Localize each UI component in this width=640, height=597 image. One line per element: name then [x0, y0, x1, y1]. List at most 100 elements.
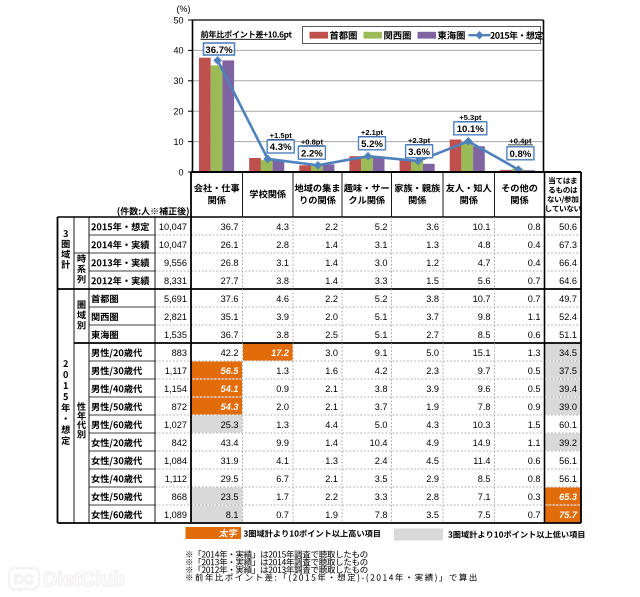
- svg-text:11.4: 11.4: [473, 456, 490, 466]
- svg-text:4.7: 4.7: [478, 258, 491, 268]
- svg-text:4.9: 4.9: [426, 438, 439, 448]
- svg-text:4.4: 4.4: [325, 420, 338, 430]
- svg-text:2.0: 2.0: [276, 402, 289, 412]
- svg-text:17.2: 17.2: [271, 348, 290, 358]
- svg-text:10.3: 10.3: [473, 420, 491, 430]
- svg-text:15.1: 15.1: [473, 348, 491, 358]
- svg-text:34.5: 34.5: [559, 348, 577, 358]
- svg-text:52.4: 52.4: [559, 312, 577, 322]
- svg-text:3.0: 3.0: [375, 258, 388, 268]
- svg-text:39.0: 39.0: [559, 402, 577, 412]
- svg-text:0.6: 0.6: [528, 330, 541, 340]
- svg-text:1.5: 1.5: [528, 420, 541, 430]
- svg-text:29.5: 29.5: [221, 474, 239, 484]
- svg-text:30: 30: [173, 76, 183, 86]
- svg-text:+1.5pt: +1.5pt: [270, 131, 293, 140]
- svg-text:4.6: 4.6: [276, 294, 289, 304]
- svg-text:4.3: 4.3: [276, 222, 289, 232]
- svg-text:1.3: 1.3: [325, 456, 338, 466]
- svg-text:+0.4pt: +0.4pt: [509, 137, 532, 146]
- svg-text:4.2: 4.2: [375, 366, 388, 376]
- svg-text:3.8: 3.8: [276, 276, 289, 286]
- svg-text:1,027: 1,027: [164, 420, 187, 430]
- svg-text:3.1: 3.1: [375, 240, 388, 250]
- svg-text:54.3: 54.3: [221, 402, 239, 412]
- svg-text:3.3: 3.3: [375, 492, 388, 502]
- svg-text:1.5: 1.5: [426, 276, 439, 286]
- svg-text:56.5: 56.5: [221, 366, 240, 376]
- svg-text:50.6: 50.6: [559, 222, 577, 232]
- svg-text:43.4: 43.4: [221, 438, 239, 448]
- svg-text:9.6: 9.6: [478, 384, 491, 394]
- svg-text:0.4: 0.4: [528, 258, 541, 268]
- svg-text:37.5: 37.5: [559, 366, 577, 376]
- svg-text:49.7: 49.7: [559, 294, 577, 304]
- svg-text:1.4: 1.4: [325, 276, 338, 286]
- svg-text:51.1: 51.1: [559, 330, 577, 340]
- svg-text:2.2%: 2.2%: [301, 148, 323, 159]
- svg-text:0.4: 0.4: [528, 240, 541, 250]
- svg-text:0.5: 0.5: [528, 366, 541, 376]
- svg-text:1.1: 1.1: [528, 438, 541, 448]
- svg-text:10,047: 10,047: [159, 222, 187, 232]
- svg-text:3.7: 3.7: [426, 312, 439, 322]
- svg-text:0.7: 0.7: [276, 510, 289, 520]
- svg-text:36.7: 36.7: [221, 330, 239, 340]
- svg-text:1.3: 1.3: [528, 348, 541, 358]
- svg-text:0.5: 0.5: [528, 384, 541, 394]
- svg-text:9.9: 9.9: [276, 438, 289, 448]
- svg-text:5.6: 5.6: [478, 276, 491, 286]
- svg-text:1.4: 1.4: [325, 240, 338, 250]
- svg-text:0.9: 0.9: [528, 402, 541, 412]
- svg-text:2.0: 2.0: [325, 312, 338, 322]
- svg-text:27.7: 27.7: [221, 276, 239, 286]
- svg-text:2.8: 2.8: [426, 492, 439, 502]
- svg-text:0.8%: 0.8%: [509, 149, 531, 160]
- svg-text:2.8: 2.8: [276, 240, 289, 250]
- svg-text:42.2: 42.2: [221, 348, 239, 358]
- svg-text:4.8: 4.8: [478, 240, 491, 250]
- svg-text:65.3: 65.3: [559, 492, 577, 502]
- svg-text:1,112: 1,112: [165, 474, 187, 484]
- svg-text:+5.3pt: +5.3pt: [459, 113, 482, 122]
- svg-text:39.4: 39.4: [559, 384, 577, 394]
- svg-text:3.8: 3.8: [426, 294, 439, 304]
- svg-text:2.5: 2.5: [325, 330, 338, 340]
- svg-text:8.1: 8.1: [226, 510, 239, 520]
- svg-text:0.8: 0.8: [528, 222, 541, 232]
- svg-text:0.6: 0.6: [528, 456, 541, 466]
- svg-text:1,117: 1,117: [165, 366, 187, 376]
- svg-text:23.5: 23.5: [221, 492, 239, 502]
- svg-text:26.1: 26.1: [221, 240, 239, 250]
- svg-text:67.3: 67.3: [559, 240, 577, 250]
- svg-text:4.3%: 4.3%: [270, 142, 292, 153]
- svg-text:2.2: 2.2: [325, 294, 338, 304]
- svg-text:3.6%: 3.6%: [408, 147, 430, 158]
- svg-text:37.6: 37.6: [221, 294, 239, 304]
- svg-text:1,084: 1,084: [164, 456, 187, 466]
- svg-text:0.3: 0.3: [528, 492, 541, 502]
- svg-text:3.6: 3.6: [426, 222, 439, 232]
- svg-text:3.5: 3.5: [375, 474, 388, 484]
- svg-text:35.1: 35.1: [221, 312, 239, 322]
- svg-text:2.4: 2.4: [375, 456, 388, 466]
- svg-text:10.1%: 10.1%: [457, 124, 485, 135]
- svg-text:60.1: 60.1: [559, 420, 577, 430]
- svg-text:2.7: 2.7: [426, 330, 439, 340]
- svg-text:25.3: 25.3: [221, 420, 239, 430]
- svg-text:3.5: 3.5: [426, 510, 439, 520]
- svg-text:8,331: 8,331: [164, 276, 187, 286]
- svg-text:56.1: 56.1: [559, 456, 577, 466]
- svg-text:5,691: 5,691: [164, 294, 187, 304]
- svg-text:39.2: 39.2: [559, 438, 577, 448]
- svg-text:DietClub: DietClub: [43, 569, 125, 591]
- svg-text:(%): (%): [177, 4, 191, 14]
- svg-text:8.5: 8.5: [478, 330, 491, 340]
- svg-text:5.1: 5.1: [375, 330, 388, 340]
- svg-text:3.3: 3.3: [375, 276, 388, 286]
- svg-text:0.7: 0.7: [528, 294, 541, 304]
- svg-text:1,089: 1,089: [164, 510, 187, 520]
- svg-text:0.7: 0.7: [528, 510, 541, 520]
- svg-text:842: 842: [172, 438, 187, 448]
- svg-text:7.5: 7.5: [478, 510, 491, 520]
